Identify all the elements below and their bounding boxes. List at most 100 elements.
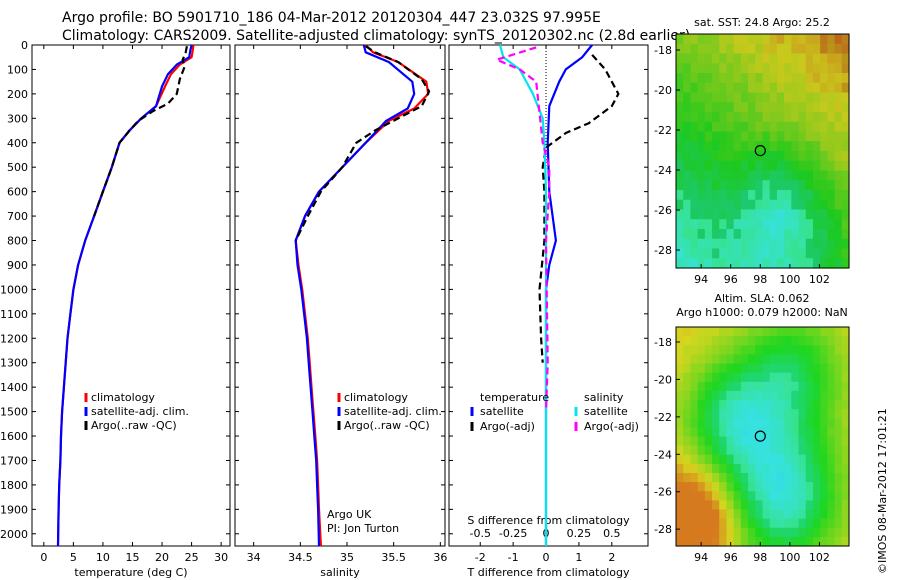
map-cell [740,43,749,55]
map-cell [798,336,807,346]
map-cell [748,527,756,538]
map-cell [733,409,742,419]
map-cell [841,354,850,365]
map-cell [755,229,764,240]
map-cell [827,43,836,55]
map-cell [740,390,749,401]
map-cell [704,363,713,374]
map-cell [762,170,771,181]
map-cell [820,527,828,538]
map-cell [733,345,742,355]
map-cell [841,112,850,123]
map-cell [812,190,821,201]
map-cell [755,160,764,172]
map-cell [683,229,692,240]
map-cell [755,34,764,45]
map-cell [683,536,692,547]
map-cell [827,390,836,401]
map-cell [762,82,771,94]
map-cell [798,121,807,133]
map-cell [834,82,843,94]
map-cell [704,336,713,346]
map-cell [712,491,720,501]
map-cell [805,436,814,447]
map-cell [748,170,756,181]
map-cell [791,160,800,172]
map-cell [784,102,792,113]
map-cell [791,400,800,410]
map-cell [690,219,699,230]
map-cell [784,219,792,230]
map-cell [690,336,699,346]
map-cell [784,151,792,162]
map-cell [841,73,850,84]
legend-label: Argo(-adj) [584,420,639,433]
map-cell [827,372,836,383]
map-cell [841,381,850,392]
map-cell [719,248,728,259]
map-cell [676,454,684,465]
map-cell [834,73,843,84]
map-cell [798,518,807,529]
map-cell [776,473,785,483]
map-cell [791,238,800,250]
map-cell [712,445,720,456]
map-cell [769,160,778,172]
map-cell [676,190,684,201]
map-cell [827,482,836,492]
map-cell [776,527,785,538]
map-cell [733,327,742,337]
map-cell [776,345,785,355]
map-cell [827,112,836,123]
map-cell [676,141,684,152]
legend-title: temperature [480,391,549,404]
map-cell [712,336,720,346]
map-cell [834,219,843,230]
map-cell [776,170,785,181]
map-cell [733,390,742,401]
map-cell [762,418,771,428]
map-cell [704,400,713,410]
map-cell [683,73,692,84]
map-cell [834,336,843,346]
map-cell [697,345,706,355]
map-cell [834,527,843,538]
map-cell [690,258,699,269]
map-cell [762,43,771,55]
figure-title-line2: Climatology: CARS2009. Satellite-adjuste… [62,28,691,44]
map-cell [712,345,720,355]
map-cell [784,43,792,55]
map-cell [726,102,735,113]
map-cell [841,327,850,337]
map-cell [834,427,843,438]
map-cell [805,445,814,456]
map-cell [776,238,785,250]
map-cell [791,82,800,94]
map-cell [762,131,771,142]
map-cell [805,248,814,259]
legend-label: Argo(..raw -QC) [344,419,430,432]
map-cell [776,436,785,447]
map-cell [726,509,735,520]
map-cell [719,73,728,84]
map-cell [827,445,836,456]
map-cell [740,500,749,511]
map-cell [704,354,713,365]
map-cell [697,102,706,113]
map-cell [820,536,828,547]
map-cell [798,102,807,113]
map-cell [697,199,706,211]
map-cell [827,427,836,438]
map-y-tick-label: -20 [654,84,672,97]
map-cell [683,190,692,201]
map-cell [683,500,692,511]
map-cell [827,536,836,547]
map-cell [791,131,800,142]
map-cell [827,151,836,162]
map-cell [834,454,843,465]
map-cell [704,372,713,383]
map-cell [805,112,814,123]
map-cell [812,63,821,74]
map-cell [719,345,728,355]
map-cell [712,454,720,465]
